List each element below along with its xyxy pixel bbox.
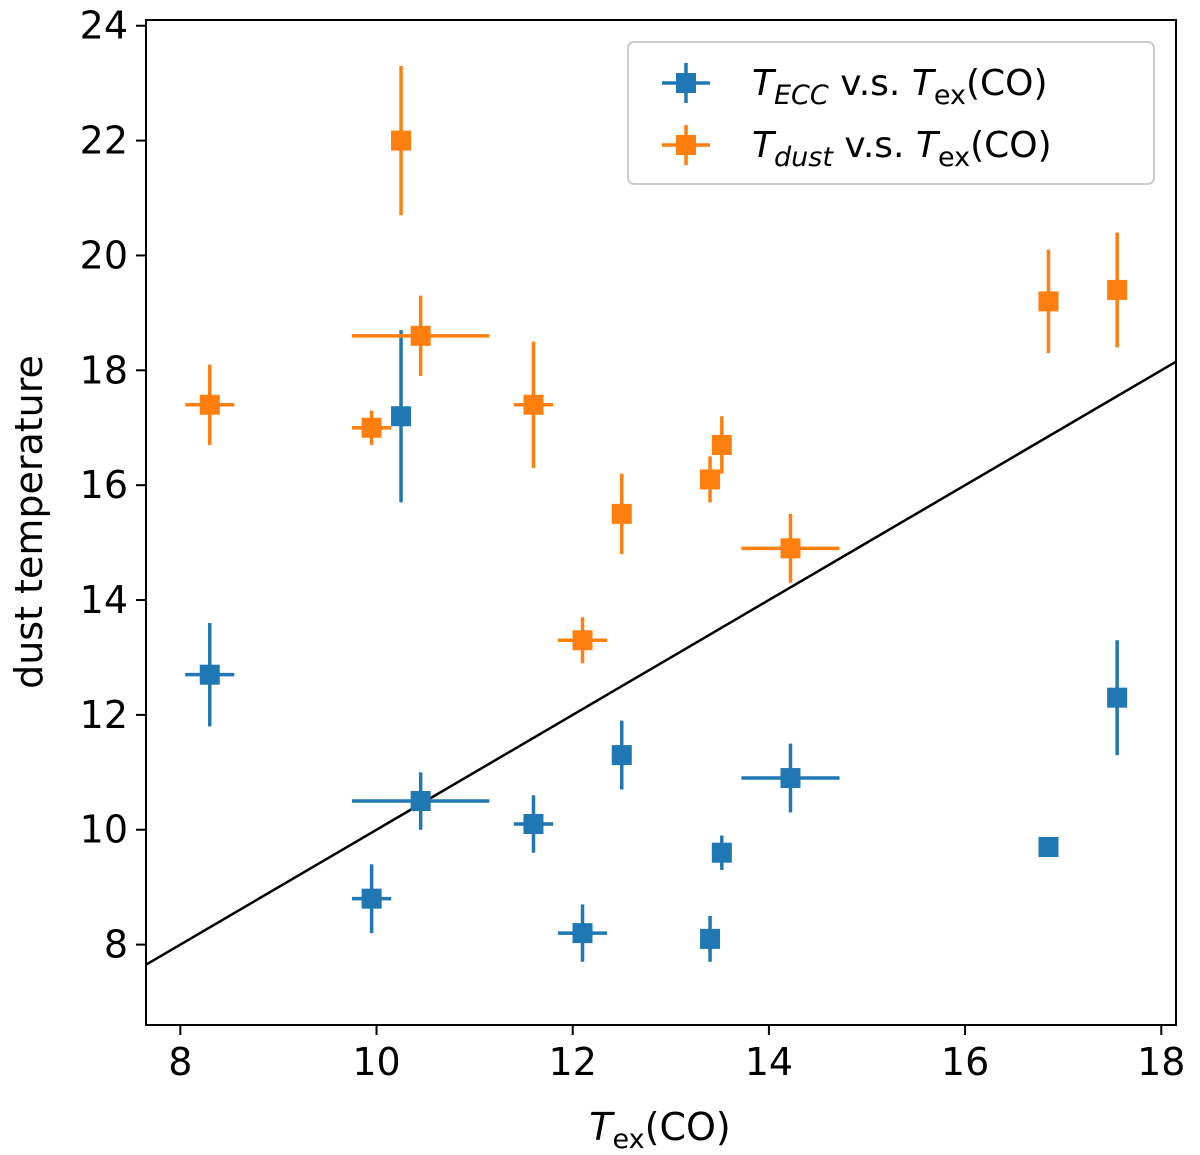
data-point: [513, 341, 554, 468]
data-point: [185, 364, 235, 445]
data-point: [185, 623, 235, 727]
data-point: [513, 795, 554, 853]
square-marker: [410, 791, 431, 812]
y-tick-label: 20: [80, 233, 128, 277]
square-marker: [1107, 687, 1128, 708]
legend-square: [676, 135, 696, 155]
series-1: [185, 65, 1128, 664]
data-point: [352, 772, 490, 830]
x-tick-label: 8: [168, 1040, 192, 1084]
legend-entry-dust: Tdust v.s. Tex(CO): [662, 125, 1052, 173]
data-point: [352, 295, 490, 377]
x-axis: 8 10 12 14 16 18: [168, 1025, 1185, 1084]
square-marker: [700, 928, 721, 949]
legend-label-dust: Tdust v.s. Tex(CO): [752, 125, 1052, 173]
x-tick-label: 14: [745, 1040, 793, 1084]
data-point: [352, 410, 392, 445]
square-marker: [1107, 279, 1128, 300]
legend-square: [676, 73, 696, 93]
legend-label-ecc: TECC v.s. Tex(CO): [752, 63, 1048, 111]
legend-entry-ecc: TECC v.s. Tex(CO): [662, 63, 1048, 111]
data-point: [558, 617, 608, 664]
series-layer: [185, 65, 1128, 962]
y-tick-label: 10: [80, 808, 128, 852]
data-point: [700, 915, 721, 962]
square-marker: [780, 538, 801, 559]
square-marker: [572, 923, 593, 944]
y-tick-label: 24: [80, 4, 128, 48]
legend-box: [627, 41, 1155, 185]
y-axis: 8 10 12 14 16 18 20 22 24: [80, 4, 146, 967]
data-point: [741, 513, 840, 583]
legend-marker-dust: [662, 125, 710, 165]
x-tick-label: 18: [1137, 1040, 1185, 1084]
y-tick-label: 8: [104, 923, 128, 967]
legend-marker-ecc: [662, 63, 710, 103]
data-point: [711, 835, 732, 870]
data-point: [391, 330, 412, 503]
series-0: [185, 330, 1128, 962]
data-point: [558, 904, 608, 962]
x-tick-label: 10: [352, 1040, 400, 1084]
square-marker: [711, 842, 732, 863]
y-tick-label: 22: [80, 119, 128, 163]
y-tick-label: 16: [80, 463, 128, 507]
square-marker: [711, 434, 732, 455]
reference-line: [146, 360, 1176, 967]
x-axis-label: Tex(CO): [589, 1105, 730, 1155]
data-point: [1107, 640, 1128, 756]
data-point: [711, 416, 732, 474]
square-marker: [611, 745, 632, 766]
square-marker: [700, 469, 721, 490]
data-point: [1107, 232, 1128, 348]
square-marker: [199, 664, 220, 685]
x-tick-label: 16: [941, 1040, 989, 1084]
data-point: [391, 65, 412, 216]
legend: TECC v.s. Tex(CO) Tdust v.s. Tex(CO): [627, 41, 1155, 185]
square-marker: [391, 406, 412, 427]
square-marker: [361, 417, 382, 438]
square-marker: [572, 630, 593, 651]
square-marker: [391, 130, 412, 151]
x-tick-label: 12: [549, 1040, 597, 1084]
square-marker: [410, 325, 431, 346]
square-marker: [611, 503, 632, 524]
square-marker: [361, 888, 382, 909]
data-point: [700, 456, 721, 503]
square-marker: [780, 768, 801, 789]
data-point: [1038, 836, 1059, 857]
data-point: [1038, 249, 1059, 354]
data-point: [611, 473, 632, 555]
square-marker: [523, 814, 544, 834]
y-tick-label: 12: [80, 693, 128, 737]
data-point: [741, 743, 840, 813]
square-marker: [1038, 836, 1059, 857]
y-tick-label: 18: [80, 348, 128, 392]
square-marker: [1038, 291, 1059, 312]
square-marker: [523, 394, 544, 415]
data-point: [352, 864, 392, 934]
square-marker: [199, 394, 220, 415]
plot-frame: [145, 19, 1177, 1026]
data-point: [611, 720, 632, 790]
y-tick-label: 14: [80, 578, 128, 622]
y-axis-label: dust temperature: [7, 355, 51, 689]
